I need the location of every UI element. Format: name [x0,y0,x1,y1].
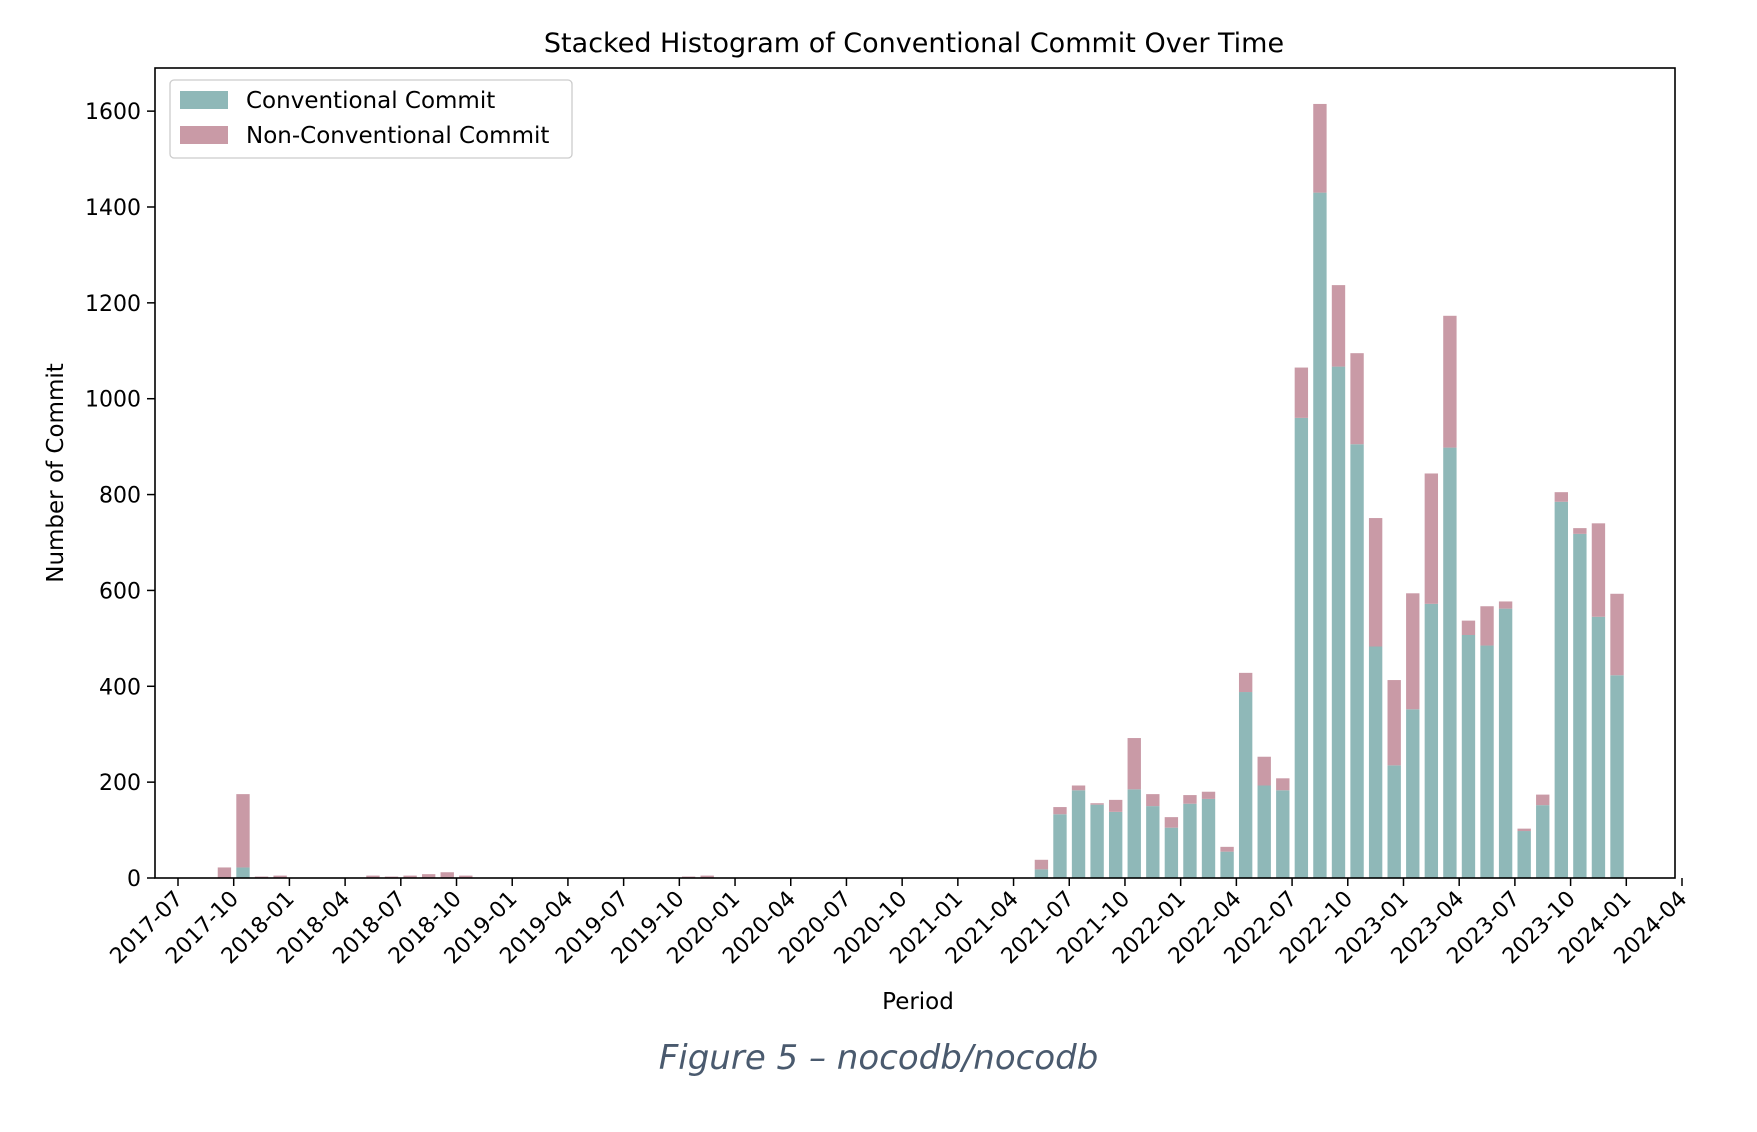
y-tick-label: 200 [99,771,141,796]
bar-non-conventional-2021-07 [1071,785,1086,791]
bar-conventional-2021-10 [1127,789,1141,878]
legend-box [169,79,573,159]
bar-non-conventional-2021-10 [1127,738,1141,790]
bar-non-conventional-2022-11 [1368,518,1383,647]
y-tick-label: 0 [127,867,141,892]
bar-non-conventional-2023-03 [1443,315,1457,448]
bar-conventional-2021-09 [1108,811,1123,878]
bar-non-conventional-2021-06 [1053,807,1067,815]
bar-conventional-2022-06 [1276,790,1290,878]
legend-swatch-conventional [180,91,228,109]
legend: Conventional Commit Non-Conventional Com… [169,79,573,159]
bar-conventional-2017-10 [236,867,250,878]
bar-conventional-2022-11 [1368,646,1383,878]
y-axis-label: Number of Commit [43,363,69,583]
bar-conventional-2023-12 [1610,675,1624,878]
bar-non-conventional-2019-11 [700,875,714,878]
stacked-histogram-chart: Stacked Histogram of Conventional Commit… [43,28,1692,1015]
legend-swatch-non-conventional [180,126,228,144]
bar-non-conventional-2022-01 [1183,795,1197,804]
bar-non-conventional-2022-07 [1294,367,1309,418]
y-axis-ticks: 0 200 400 600 800 1000 1200 1400 1600 [85,100,155,892]
bar-non-conventional-2021-12 [1164,817,1179,828]
bar-conventional-2022-09 [1331,366,1346,878]
x-axis-label: Period [882,989,954,1015]
bar-group [217,103,1624,879]
bar-conventional-2023-01 [1406,709,1420,878]
bar-non-conventional-2018-09 [440,872,454,878]
bar-conventional-2021-07 [1071,790,1086,878]
bar-non-conventional-2023-06 [1498,601,1513,609]
bar-conventional-2023-09 [1554,501,1568,878]
bar-conventional-2022-10 [1350,444,1364,878]
bar-non-conventional-2022-05 [1257,756,1271,786]
bar-conventional-2021-05 [1034,869,1049,878]
y-tick-label: 1400 [85,196,141,221]
bar-conventional-2022-07 [1294,417,1309,878]
bar-non-conventional-2021-08 [1090,803,1104,805]
bar-conventional-2023-04 [1461,635,1476,878]
bar-non-conventional-2023-08 [1536,794,1550,806]
bar-non-conventional-2023-11 [1591,523,1606,617]
bar-conventional-2021-11 [1146,806,1160,878]
bar-conventional-2022-02 [1201,798,1216,878]
bar-conventional-2021-08 [1090,804,1104,878]
bar-non-conventional-2023-07 [1517,828,1531,832]
bar-non-conventional-2023-01 [1406,593,1420,710]
bar-non-conventional-2022-04 [1238,672,1253,693]
bar-conventional-2023-06 [1498,608,1513,878]
bar-conventional-2023-10 [1573,533,1587,878]
bar-non-conventional-2023-04 [1461,620,1476,635]
bar-conventional-2023-07 [1517,831,1531,878]
plot-area-frame [154,67,1676,879]
bar-conventional-2023-03 [1443,447,1457,878]
legend-label-conventional: Conventional Commit [246,88,495,114]
y-tick-label: 1200 [85,292,141,317]
bar-non-conventional-2023-02 [1424,473,1439,604]
bar-non-conventional-2022-12 [1387,680,1401,766]
bar-conventional-2022-08 [1313,192,1327,879]
y-tick-label: 1000 [85,388,141,413]
bar-conventional-2023-11 [1591,616,1606,878]
bar-non-conventional-2018-08 [421,874,436,878]
bar-non-conventional-2023-12 [1610,593,1624,676]
bar-non-conventional-2018-05 [366,875,380,878]
bar-non-conventional-2022-09 [1331,285,1346,367]
bar-non-conventional-2022-02 [1201,791,1216,799]
bar-conventional-2021-06 [1053,814,1067,878]
bar-non-conventional-2017-09 [217,867,232,878]
y-tick-label: 1600 [85,100,141,125]
bar-conventional-2022-12 [1387,765,1401,878]
y-tick-label: 600 [99,579,141,604]
y-tick-label: 400 [99,675,141,700]
bar-non-conventional-2021-05 [1034,859,1049,870]
bar-non-conventional-2023-09 [1554,492,1568,502]
bar-non-conventional-2017-10 [236,794,250,868]
bar-non-conventional-2022-08 [1313,103,1327,193]
chart-title: Stacked Histogram of Conventional Commit… [544,28,1284,59]
bar-non-conventional-2021-11 [1146,794,1160,807]
bar-non-conventional-2023-10 [1573,528,1587,534]
y-tick-label: 800 [99,484,141,509]
bar-conventional-2021-12 [1164,827,1179,878]
bar-conventional-2022-04 [1238,692,1253,878]
bar-non-conventional-2022-10 [1350,353,1364,445]
bar-non-conventional-2017-12 [273,875,287,878]
bar-conventional-2022-05 [1257,785,1271,878]
legend-label-non-conventional: Non-Conventional Commit [246,123,549,149]
bar-non-conventional-2021-09 [1108,799,1123,812]
bar-conventional-2023-08 [1536,805,1550,878]
bar-conventional-2022-03 [1220,851,1234,878]
bar-non-conventional-2022-06 [1276,778,1290,791]
bar-conventional-2023-02 [1424,603,1439,878]
x-axis-ticks: 2017-072017-102018-012018-042018-072018-… [106,878,1692,969]
bar-conventional-2023-05 [1480,645,1494,878]
bar-conventional-2022-01 [1183,803,1197,878]
bar-non-conventional-2022-03 [1220,846,1234,852]
bar-non-conventional-2023-05 [1480,606,1494,646]
figure-caption: Figure 5 – nocodb/nocodb [658,1038,1099,1078]
bar-non-conventional-2018-10 [459,875,473,878]
bar-non-conventional-2018-07 [403,875,417,878]
